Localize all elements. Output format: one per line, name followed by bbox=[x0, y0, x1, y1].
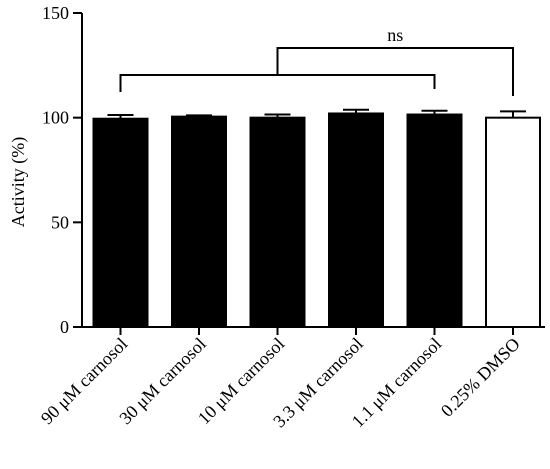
bar bbox=[485, 116, 541, 328]
bar bbox=[92, 117, 149, 328]
bar bbox=[171, 115, 227, 329]
significance-label: ns bbox=[387, 25, 403, 45]
error-bars bbox=[107, 108, 526, 119]
y-ticks: 0 50 100 150 bbox=[42, 3, 82, 337]
bar bbox=[406, 113, 463, 328]
y-axis-label: Activity (%) bbox=[8, 137, 29, 227]
x-tick-label: 0.25% DMSO bbox=[437, 334, 524, 421]
bar bbox=[249, 116, 306, 328]
y-tick-label: 100 bbox=[42, 108, 69, 128]
significance-bracket: ns bbox=[119, 25, 514, 96]
bracket-comparison-line bbox=[276, 47, 514, 96]
y-tick-label: 150 bbox=[42, 3, 69, 23]
bracket-group-line bbox=[119, 74, 436, 92]
bars bbox=[92, 112, 541, 329]
axes bbox=[81, 13, 545, 328]
y-tick-label: 0 bbox=[60, 317, 69, 337]
bar bbox=[328, 112, 384, 329]
y-tick-label: 50 bbox=[51, 212, 69, 232]
